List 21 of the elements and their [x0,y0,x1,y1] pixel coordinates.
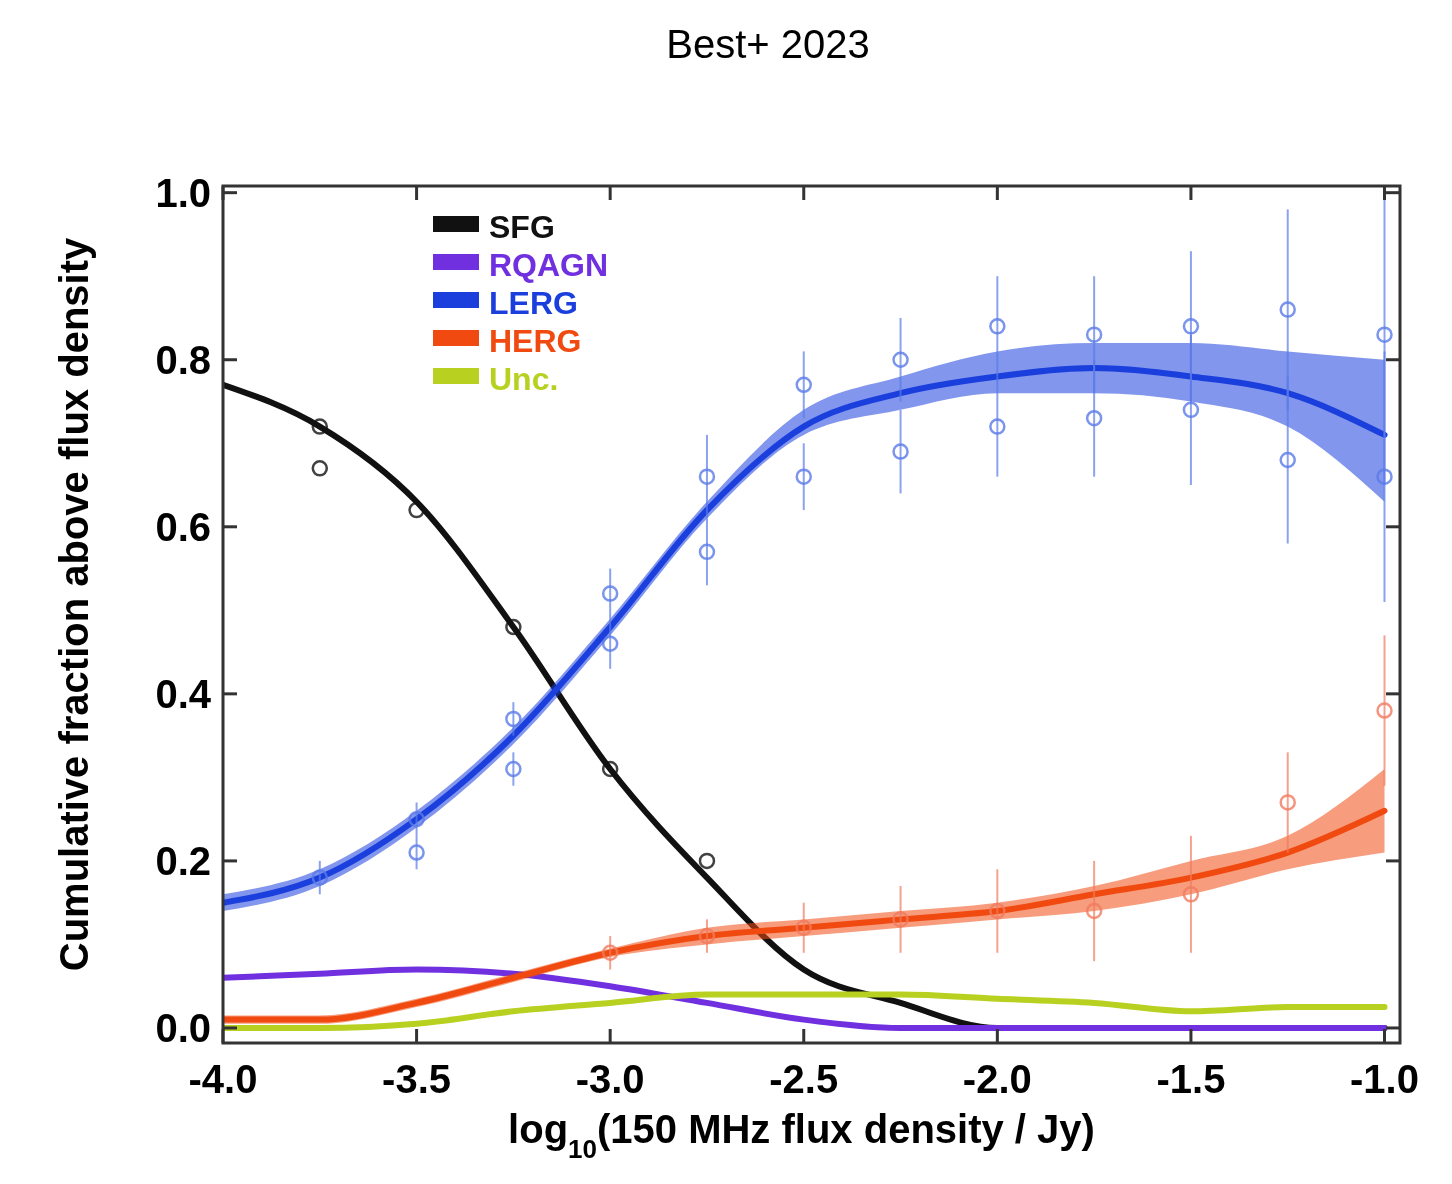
y-axis-title: Cumulative fraction above flux density [52,237,96,972]
x-tick-label: -2.0 [962,1057,1032,1101]
x-tick-label: -1.0 [1350,1057,1419,1101]
y-tick-label: 0.6 [155,504,211,549]
chart-title: Best+ 2023 [666,22,870,66]
legend-label: LERG [489,285,578,321]
x-axis-title: log$_{10}$(150 MHz flux density / Jy) [508,1107,1095,1164]
legend-label: Unc. [489,361,559,397]
legend-label: HERG [489,323,582,359]
y-tick-label: 1.0 [155,170,211,215]
y-tick-label: 0.8 [155,337,211,382]
x-tick-label: -3.5 [382,1057,452,1101]
x-tick-label: -4.0 [188,1057,258,1101]
y-tick-label: 0.4 [155,671,212,716]
x-tick-label: -3.0 [575,1057,645,1101]
x-tick-label: -1.5 [1156,1057,1226,1101]
y-tick-label: 0.0 [155,1005,211,1050]
y-tick-label: 0.2 [155,838,211,883]
legend-label: RQAGN [489,247,609,283]
x-tick-label: -2.5 [769,1057,839,1101]
legend-label: SFG [489,209,555,245]
